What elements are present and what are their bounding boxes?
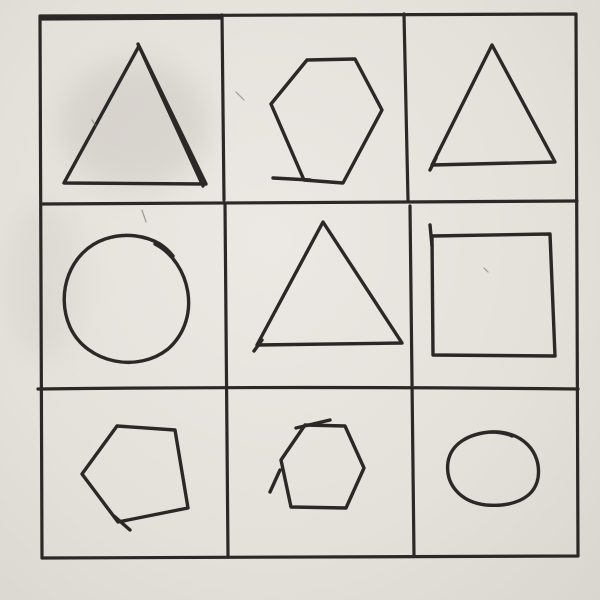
pentagon-shape: [80, 424, 190, 524]
stray-mark: [91, 119, 97, 127]
cell-r3-c3: [445, 430, 541, 508]
circle-shape: [62, 233, 191, 364]
cell-r1-c2: [269, 57, 384, 185]
grid-horizontal-divider-2: [36, 385, 580, 391]
triangle-shape: [430, 43, 557, 167]
stray-mark: [235, 91, 245, 101]
cell-r2-c1: [62, 233, 191, 364]
square-overstroke: [428, 223, 434, 248]
square-shape: [430, 232, 557, 358]
smudge-top-left: [60, 60, 210, 190]
hexagon-overstroke: [268, 418, 332, 494]
stray-mark: [483, 267, 489, 273]
hexagon-shape: [269, 57, 384, 185]
circle-shape: [445, 430, 541, 508]
grid-top-edge-double: [40, 16, 222, 21]
triangle-overstroke: [252, 338, 264, 353]
grid-horizontal-divider-1: [40, 199, 579, 206]
cell-r1-c3: [428, 43, 557, 172]
grid-outer-border: [38, 12, 580, 560]
triangle-shape: [62, 42, 208, 188]
cell-r3-c1: [80, 424, 190, 532]
cell-r3-c2: [268, 418, 366, 510]
hexagon-shape: [279, 423, 366, 510]
hexagon-overstroke: [271, 176, 312, 182]
cell-r1-c1: [62, 42, 208, 188]
triangle-overstroke: [428, 156, 438, 172]
grid-frame: [36, 12, 580, 560]
stray-mark: [141, 209, 147, 223]
grid-vertical-divider-1: [220, 13, 230, 558]
cell-r2-c3: [428, 223, 557, 358]
triangle-shape: [255, 220, 404, 347]
grid-vertical-divider-2: [402, 12, 416, 558]
stray-pencil-marks: [91, 91, 489, 273]
pentagon-overstroke: [112, 514, 132, 532]
cell-r2-c2: [252, 220, 404, 353]
